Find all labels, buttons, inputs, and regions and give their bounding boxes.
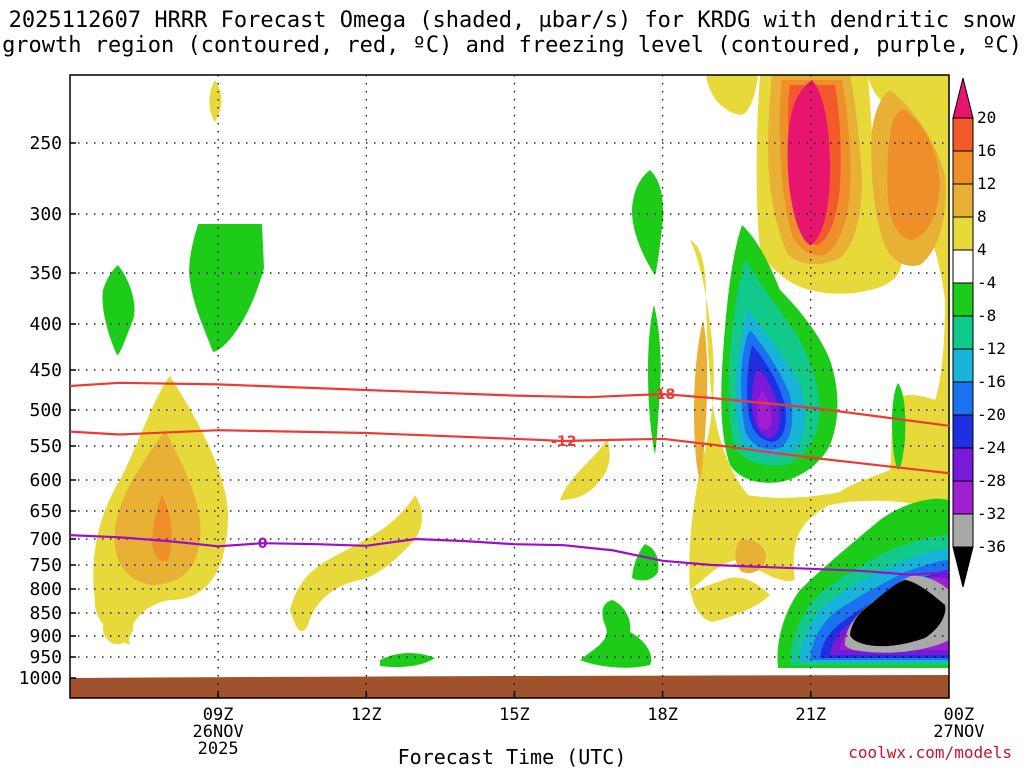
- omega-fill-orange-left: [114, 430, 201, 585]
- colorbar-label--28: -28: [977, 471, 1006, 490]
- colorbar-label--4: -4: [977, 273, 996, 292]
- y-tick-label-250: 250: [29, 133, 62, 154]
- chart-title: 2025112607 HRRR Forecast Omega (shaded, …: [0, 8, 1024, 58]
- colorbar-swatch-13: [952, 513, 974, 548]
- contour-label--12: -12: [551, 434, 576, 450]
- omega-fill-yellow-small-top: [209, 80, 222, 122]
- credit-link[interactable]: coolwx.com/models: [848, 743, 1012, 762]
- colorbar-swatch-9: [952, 381, 974, 416]
- colorbar-label--36: -36: [977, 537, 1006, 556]
- omega-fill-black-lower-right: [850, 580, 946, 647]
- contour-line-0: [69, 534, 950, 576]
- omega-fill-yellow-right: [689, 75, 949, 622]
- contour-line--18: [69, 381, 950, 427]
- omega-fill-yellow-18z: [560, 438, 610, 500]
- contour-label--18: -18: [650, 387, 675, 403]
- omega-fill-deep-orange-right-top: [887, 109, 940, 241]
- y-tick-label-400: 400: [29, 314, 62, 335]
- x-tick-label-21Z: 21Z: [795, 705, 826, 725]
- colorbar-swatch-5: [952, 249, 974, 284]
- y-tick-label-650: 650: [29, 501, 62, 522]
- y-tick-label-1000: 1000: [19, 668, 62, 689]
- contour-label-0: 0: [258, 536, 268, 552]
- title-line-1: 2025112607 HRRR Forecast Omega (shaded, …: [8, 8, 1016, 33]
- colorbar-swatch-6: [952, 282, 974, 317]
- colorbar-swatch-1: [952, 117, 974, 152]
- x-tick-label-09Z: 09Z: [203, 705, 234, 725]
- y-tick-label-750: 750: [29, 555, 62, 576]
- title-line-2: growth region (contoured, red, ºC) and f…: [2, 33, 1022, 58]
- y-tick-label-600: 600: [29, 470, 62, 491]
- x-axis-title: Forecast Time (UTC): [397, 745, 627, 769]
- y-tick-label-900: 900: [29, 626, 62, 647]
- colorbar-label-8: 8: [977, 207, 987, 226]
- y-tick-label-350: 350: [29, 263, 62, 284]
- y-tick-label-850: 850: [29, 603, 62, 624]
- x-tick-label-18Z: 18Z: [647, 705, 678, 725]
- omega-fill-green-small-left: [102, 265, 135, 355]
- y-tick-label-500: 500: [29, 400, 62, 421]
- omega-fill-green-19z: [648, 305, 661, 455]
- colorbar: 20 16 12 8 4 -4 -8 -12 -16 -20 -24 -28 -32 -36: [952, 77, 1006, 588]
- colorbar-label-16: 16: [977, 141, 996, 160]
- x-tick-label-15Z: 15Z: [499, 705, 530, 725]
- omega-fill-violet-21z: [757, 390, 772, 430]
- y-tick-label-700: 700: [29, 529, 62, 550]
- colorbar-swatch-2: [952, 150, 974, 185]
- omega-fill-green-18z-upper: [632, 170, 664, 275]
- y-tick-label-450: 450: [29, 360, 62, 381]
- plot-frame: [69, 74, 950, 699]
- x-tick-date-09Z: 26NOV: [193, 722, 244, 742]
- colorbar-swatch-12: [952, 480, 974, 515]
- colorbar-swatch-11: [952, 447, 974, 482]
- colorbar-label-4: 4: [977, 240, 987, 259]
- x-tick-year-09Z: 2025: [198, 739, 239, 759]
- y-tick-label-800: 800: [29, 579, 62, 600]
- omega-fill-magenta-right-upper: [787, 80, 830, 245]
- colorbar-swatch-8: [952, 348, 974, 383]
- omega-fill-green-upper-left: [189, 224, 264, 352]
- colorbar-top-arrow: [952, 77, 974, 119]
- x-tick-label-00Z: 00Z: [944, 705, 975, 725]
- omega-fill-yellow-bottom-left: [102, 613, 134, 645]
- colorbar-swatch-3: [952, 183, 974, 218]
- y-tick-label-300: 300: [29, 204, 62, 225]
- omega-fill-orange-20z: [694, 320, 708, 480]
- contour-line--12: [69, 429, 950, 475]
- colorbar-label-20: 20: [977, 108, 996, 127]
- colorbar-label--12: -12: [977, 339, 1006, 358]
- omega-fill-yellow-lower-middle: [290, 495, 422, 632]
- colorbar-swatch-10: [952, 414, 974, 449]
- colorbar-label--8: -8: [977, 306, 996, 325]
- y-tick-label-550: 550: [29, 436, 62, 457]
- contours: -18 -12 0: [69, 381, 950, 576]
- colorbar-swatch-7: [952, 315, 974, 350]
- omega-fill-green-19z-low: [632, 544, 659, 581]
- colorbar-bottom-arrow: [952, 546, 974, 588]
- colorbar-label--24: -24: [977, 438, 1006, 457]
- colorbar-label--32: -32: [977, 504, 1006, 523]
- colorbar-swatch-4: [952, 216, 974, 251]
- x-tick-date-00Z: 27NOV: [933, 722, 984, 742]
- omega-fill-green-lower-middle: [380, 653, 435, 668]
- colorbar-label--16: -16: [977, 372, 1006, 391]
- colorbar-label-12: 12: [977, 174, 996, 193]
- omega-fill-green-22z-mid: [892, 383, 906, 470]
- terrain-ground: [70, 675, 949, 698]
- colorbar-label--20: -20: [977, 405, 1006, 424]
- x-tick-label-12Z: 12Z: [351, 705, 382, 725]
- y-tick-label-950: 950: [29, 647, 62, 668]
- omega-shading: [93, 75, 949, 668]
- omega-fill-green-18z-low: [580, 600, 652, 668]
- y-axis: 2503003504004505005506006507007508008509…: [19, 133, 76, 689]
